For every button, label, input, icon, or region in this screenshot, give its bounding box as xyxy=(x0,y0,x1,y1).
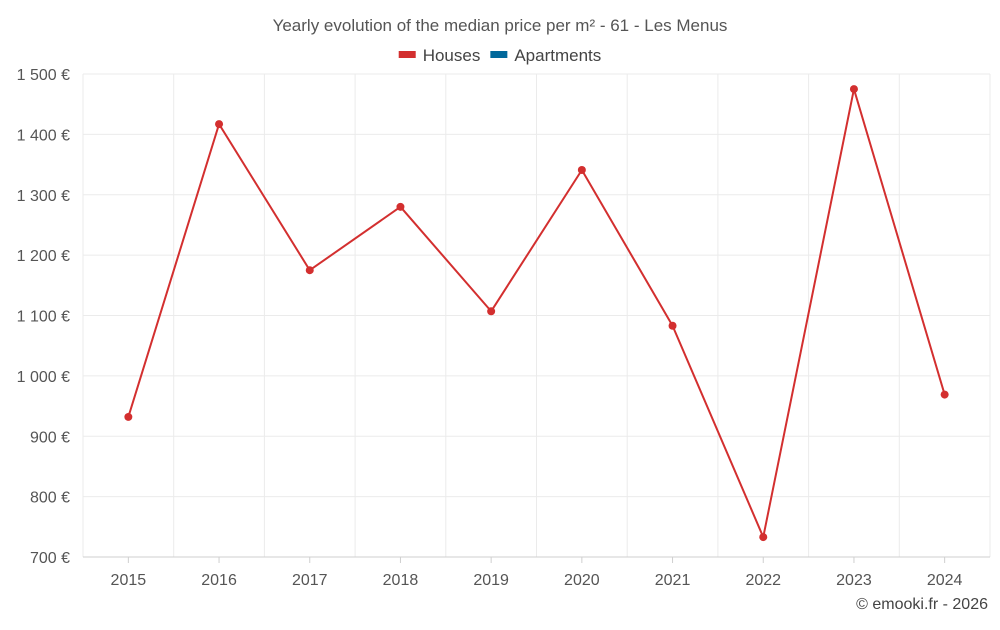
data-point[interactable] xyxy=(215,120,224,129)
legend-swatch-houses[interactable] xyxy=(398,51,416,58)
x-tick-label: 2016 xyxy=(201,572,237,589)
x-tick-label: 2020 xyxy=(564,572,600,589)
data-point[interactable] xyxy=(849,85,858,94)
x-tick-label: 2023 xyxy=(836,572,872,589)
legend-label: Houses xyxy=(423,46,481,65)
y-tick-label: 1 100 € xyxy=(17,309,70,326)
y-tick-label: 700 € xyxy=(30,550,70,567)
x-tick-label: 2017 xyxy=(292,572,328,589)
legend: Houses Apartments xyxy=(398,46,601,65)
series-line-houses xyxy=(127,88,946,539)
x-tick-label: 2019 xyxy=(473,572,509,589)
data-point[interactable] xyxy=(487,307,496,316)
y-tick-label: 800 € xyxy=(30,490,70,507)
x-tick-label: 2018 xyxy=(383,572,419,589)
data-point[interactable] xyxy=(577,165,586,174)
data-point[interactable] xyxy=(759,533,768,542)
series-group xyxy=(124,85,949,542)
legend-swatch-apartments[interactable] xyxy=(490,51,508,58)
data-point[interactable] xyxy=(396,202,405,211)
data-point[interactable] xyxy=(668,321,677,330)
legend-label: Apartments xyxy=(514,46,601,65)
x-tick-label: 2024 xyxy=(927,572,963,589)
chart-title: Yearly evolution of the median price per… xyxy=(273,16,728,35)
credit-text: © emooki.fr - 2026 xyxy=(856,596,988,613)
y-axis: 700 € 800 € 900 € 1 000 € 1 100 € 1 200 € 1 30… xyxy=(17,67,70,567)
y-tick-label: 900 € xyxy=(30,429,70,446)
x-axis: 2015 2016 2017 2018 2019 2020 2021 2022 2023 2024 xyxy=(83,556,990,589)
data-point[interactable] xyxy=(305,266,314,275)
data-point[interactable] xyxy=(124,412,133,421)
data-point[interactable] xyxy=(940,390,949,399)
y-tick-label: 1 000 € xyxy=(17,369,70,386)
x-tick-label: 2015 xyxy=(111,572,147,589)
y-tick-label: 1 400 € xyxy=(17,127,70,144)
x-tick-label: 2022 xyxy=(745,572,781,589)
x-tick-label: 2021 xyxy=(655,572,691,589)
y-tick-label: 1 300 € xyxy=(17,188,70,205)
y-tick-label: 1 200 € xyxy=(17,248,70,265)
gridlines xyxy=(82,73,991,557)
y-tick-label: 1 500 € xyxy=(17,67,70,84)
